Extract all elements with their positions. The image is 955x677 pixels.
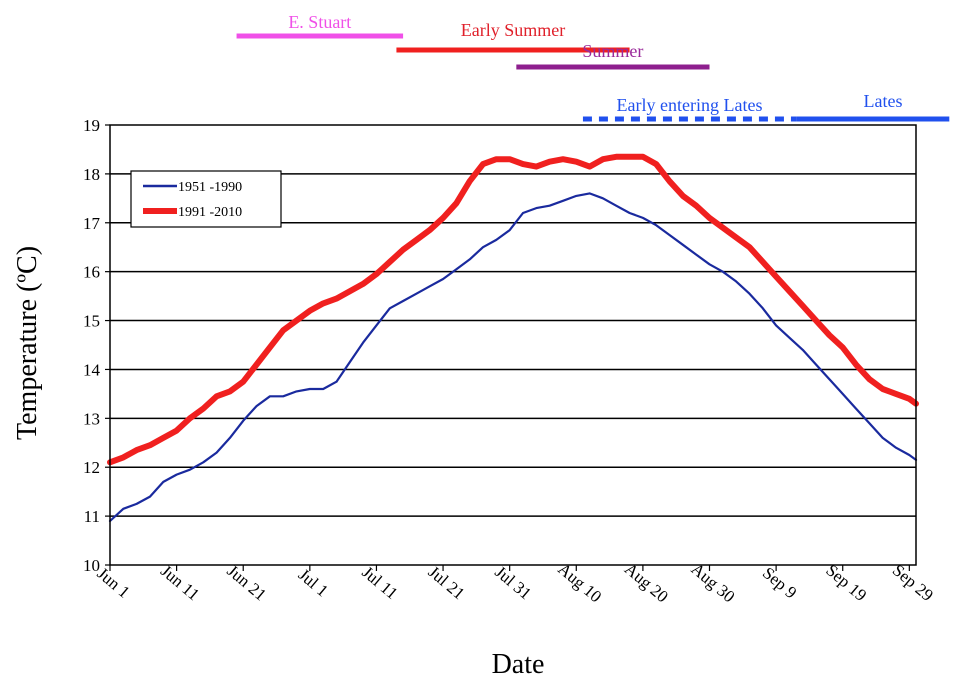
period-label-early-entering-lates: Early entering Lates <box>617 95 763 115</box>
x-tick-label-jul-11: Jul 11 <box>358 563 401 604</box>
x-tick-label-aug-30: Aug 30 <box>688 559 739 606</box>
legend: 1951 -1990 1991 -2010 <box>130 170 282 228</box>
y-tick-label-18: 18 <box>83 165 100 184</box>
y-axis-ticks: 10 11 12 13 14 15 16 17 18 19 <box>83 116 110 575</box>
series-line-1951-1990 <box>108 192 918 523</box>
x-tick-label-jun-11: Jun 11 <box>157 561 203 604</box>
y-tick-label-16: 16 <box>83 263 100 282</box>
x-tick-label-jul-21: Jul 21 <box>425 562 469 603</box>
x-tick-label-sep-19: Sep 19 <box>822 560 870 605</box>
legend-label-1951-1990: 1951 -1990 <box>178 180 242 195</box>
period-label-summer: Summer <box>582 41 643 61</box>
series-line-1991-2010 <box>107 153 919 466</box>
x-axis-ticks: Jun 1 Jun 11 Jun 21 Jul 1 Jul 11 Jul 21 Jul 31… <box>93 559 936 606</box>
legend-label-1991-2010: 1991 -2010 <box>178 205 242 220</box>
period-bars: E. Stuart Early Summer Summer Early enterin… <box>236 12 950 122</box>
y-tick-label-13: 13 <box>83 409 100 428</box>
y-tick-label-10: 10 <box>83 556 100 575</box>
period-label-early-summer: Early Summer <box>461 20 565 40</box>
x-tick-label-jul-1: Jul 1 <box>295 565 332 601</box>
x-axis-title: Date <box>492 649 545 677</box>
y-tick-label-11: 11 <box>84 507 100 526</box>
x-tick-label-jul-31: Jul 31 <box>491 562 535 603</box>
y-tick-label-14: 14 <box>83 360 101 379</box>
y-axis-title: Temperature (ºC) <box>12 246 43 440</box>
period-label-e-stuart: E. Stuart <box>288 12 351 32</box>
x-tick-label-jun-21: Jun 21 <box>223 561 270 604</box>
y-tick-label-12: 12 <box>83 458 100 477</box>
x-tick-label-aug-10: Aug 10 <box>554 559 605 606</box>
y-tick-label-17: 17 <box>83 214 101 233</box>
x-tick-label-sep-29: Sep 29 <box>889 560 937 605</box>
plot-area-frame <box>109 124 917 566</box>
legend-box <box>130 170 282 228</box>
series-lines <box>107 153 919 523</box>
x-tick-label-aug-20: Aug 20 <box>621 559 672 606</box>
y-tick-label-15: 15 <box>83 312 100 331</box>
period-label-lates: Lates <box>864 91 903 111</box>
y-tick-label-19: 19 <box>83 116 100 135</box>
x-tick-label-sep-9: Sep 9 <box>759 563 801 602</box>
